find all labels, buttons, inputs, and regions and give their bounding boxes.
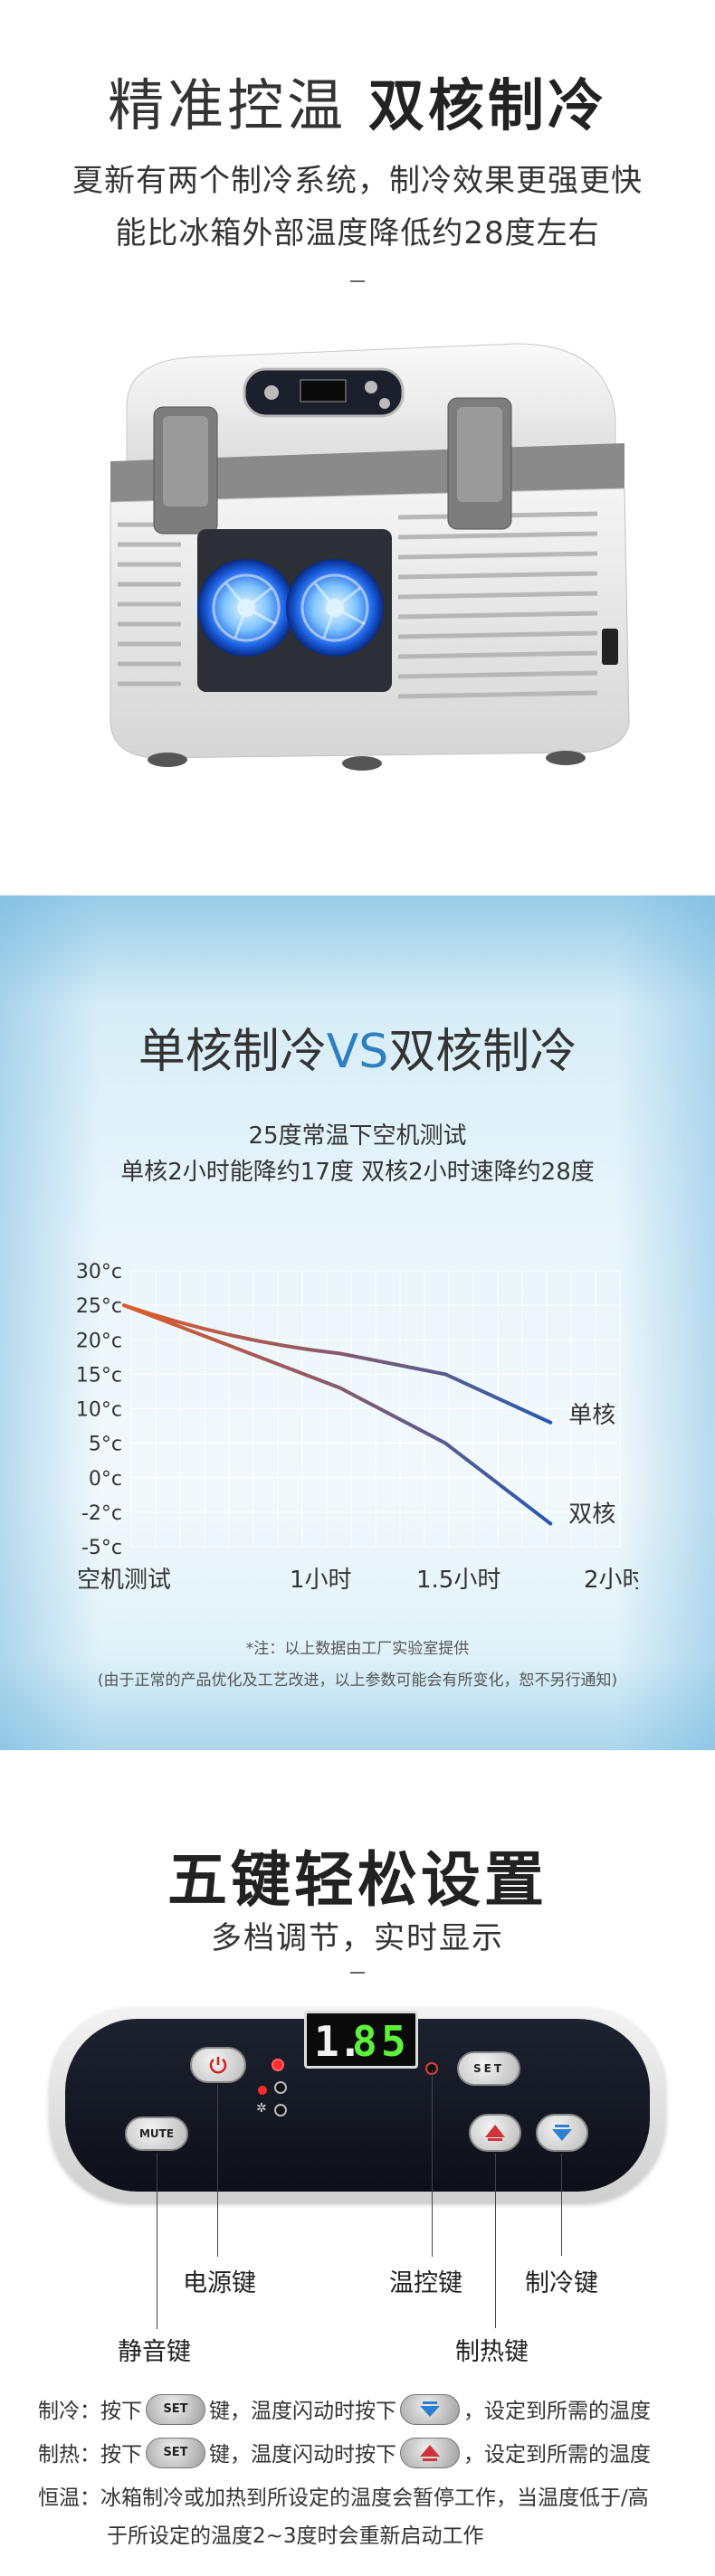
thermostat-instruction-line2: 于所设定的温度2~3度时会重新启动工作 — [107, 2524, 484, 2548]
cool-button[interactable] — [536, 2114, 588, 2152]
y-tick-label: 0°c — [89, 1468, 122, 1491]
mute-button[interactable]: MUTE — [125, 2117, 188, 2151]
thermostat-instruction-line1: 恒温：冰箱制冷或加热到所设定的温度会暂停工作，当温度低于/高 — [38, 2486, 649, 2510]
y-tick-label: 20°c — [77, 1330, 122, 1352]
cool-callout-line — [561, 2154, 562, 2256]
temp-callout-line — [432, 2069, 433, 2257]
power-indicator-led — [272, 2059, 284, 2071]
cool-instruction: 制冷：按下 SET 键，温度闪动时按下 ，设定到所需的温度 — [38, 2393, 651, 2428]
comparison-title: 单核制冷VS双核制冷 — [138, 1025, 577, 1079]
power-button[interactable] — [190, 2047, 246, 2083]
snowflake-icon: ✲ — [256, 2101, 267, 2116]
power-icon — [209, 2057, 227, 2074]
set-key-chip: SET — [146, 2437, 205, 2468]
temp-key-label: 温控键 — [389, 2269, 462, 2297]
ice-texture-top — [0, 895, 715, 1004]
temperature-line-chart: 30°c 25°c 20°c 15°c 10°c 5°c 0°c -2°c -5°c 空机测试 1… — [77, 1261, 638, 1594]
display-digit-2: 8 — [352, 2017, 377, 2066]
series-line-single-core — [122, 1303, 553, 1425]
ice-texture-right — [615, 895, 715, 1750]
up-arrow-icon — [485, 2125, 505, 2141]
y-tick-label: 25°c — [77, 1295, 122, 1318]
y-tick-label: 10°c — [77, 1399, 122, 1422]
heat-mode-led — [274, 2081, 287, 2094]
display-digit-3: 5 — [381, 2017, 406, 2066]
cool-key-label: 制冷键 — [525, 2269, 598, 2297]
x-tick-label: 1小时 — [290, 1567, 352, 1594]
status-red-dot — [258, 2086, 267, 2095]
series-label: 单核 — [568, 1402, 615, 1429]
data-note: *注：以上数据由工厂实验室提供 — [245, 1640, 470, 1658]
cooling-comparison-section: 单核制冷VS双核制冷 25度常温下空机测试 单核2小时能降约17度 双核2小时速… — [0, 895, 715, 1750]
test-condition: 25度常温下空机测试 — [248, 1122, 467, 1150]
y-tick-label: 30°c — [77, 1261, 122, 1283]
x-tick-label: 2小时 — [584, 1567, 638, 1594]
divider — [350, 1972, 365, 1974]
x-tick-label: 1.5小时 — [416, 1567, 500, 1594]
cool-key-chip — [400, 2393, 460, 2425]
heat-callout-line — [495, 2154, 496, 2328]
subtitle-line2: 能比冰箱外部温度降低约28度左右 — [115, 215, 600, 251]
x-tick-label: 空机测试 — [77, 1567, 171, 1594]
set-key-chip: SET — [146, 2393, 205, 2425]
ice-texture-left — [0, 895, 100, 1750]
down-arrow-icon — [420, 2401, 440, 2417]
set-button[interactable]: SET — [457, 2051, 520, 2086]
up-arrow-icon — [420, 2444, 440, 2461]
mute-key-label: 静音键 — [118, 2338, 191, 2366]
series-label: 双核 — [568, 1501, 615, 1529]
test-result: 单核2小时能降约17度 双核2小时速降约28度 — [120, 1159, 595, 1186]
divider — [350, 280, 365, 282]
dual-core-intro-section: 精准控温 双核制冷 夏新有两个制冷系统，制冷效果更强更快 能比冰箱外部温度降低约… — [0, 0, 715, 868]
display-digit-1: 1 — [314, 2017, 339, 2066]
heat-key-chip — [400, 2437, 460, 2468]
title-light: 精准控温 — [108, 72, 348, 138]
settings-subtitle: 多档调节，实时显示 — [211, 1920, 504, 1956]
subtitle-line1: 夏新有两个制冷系统，制冷效果更强更快 — [72, 163, 643, 199]
heat-key-label: 制热键 — [455, 2338, 529, 2366]
settings-title: 五键轻松设置 — [167, 1845, 548, 1915]
heat-instruction: 制热：按下 SET 键，温度闪动时按下 ，设定到所需的温度 — [38, 2437, 651, 2471]
ice-texture-bottom — [0, 1660, 715, 1750]
power-callout-line — [217, 2085, 218, 2257]
disclaimer: (由于正常的产品优化及工艺改进，以上参数可能会有所变化，恕不另行通知) — [97, 1672, 618, 1690]
down-arrow-icon — [552, 2125, 572, 2141]
display-decimal: . — [338, 2017, 363, 2066]
cooler-box-illustration — [110, 343, 630, 771]
power-key-label: 电源键 — [183, 2269, 256, 2297]
y-tick-label: -2°c — [81, 1502, 122, 1525]
y-tick-label: 15°c — [77, 1364, 122, 1387]
cool-mode-led — [274, 2104, 287, 2117]
series-line-dual-core — [122, 1303, 553, 1526]
y-tick-label: -5°c — [81, 1537, 122, 1559]
y-tick-label: 5°c — [89, 1434, 122, 1456]
title-bold: 双核制冷 — [367, 72, 607, 138]
section1-title: 精准控温 双核制冷 — [0, 60, 715, 141]
heat-button[interactable] — [469, 2114, 521, 2152]
temperature-display: 1 . 8 5 — [304, 2011, 418, 2069]
